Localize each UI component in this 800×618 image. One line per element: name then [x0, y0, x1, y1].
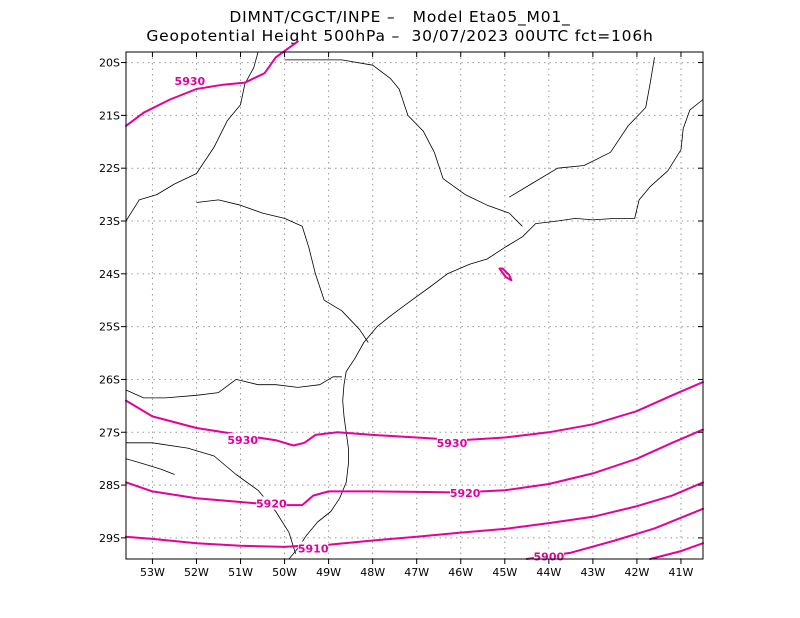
contour-line-5930-south: [125, 381, 704, 447]
coastline-border-mg-rj-es: [508, 57, 655, 198]
contour-labels: 5930 5930 5930 5920 5920 5910 5900: [174, 74, 565, 563]
axis-ticks: 53W 52W 51W 50W 49W 48W 47W 46W 45W 44W 43W 42W 41W 2…: [99, 52, 703, 579]
contour-label-background: [227, 433, 258, 447]
lat-tick-label: 20S: [99, 57, 120, 70]
contour-label: 5930: [175, 75, 206, 88]
lat-tick-label: 25S: [99, 321, 120, 334]
lon-tick-label: 48W: [360, 566, 385, 579]
lon-tick-label: 53W: [140, 566, 165, 579]
lon-tick-label: 52W: [184, 566, 209, 579]
contour-line-5910: [125, 481, 704, 548]
contour-label-background: [436, 435, 467, 449]
lon-tick-label: 41W: [669, 566, 694, 579]
lon-tick-label: 50W: [272, 566, 297, 579]
lat-tick-label: 29S: [99, 532, 120, 545]
lon-tick-label: 51W: [228, 566, 253, 579]
coastline-coast: [288, 99, 704, 560]
contour-label-background: [450, 485, 481, 499]
contour-label: 5910: [298, 542, 329, 555]
map-frame: [125, 51, 704, 560]
contour-label: 5920: [450, 487, 481, 500]
coastline-border-pr-sc: [125, 376, 342, 399]
coastline-border-ms-sp: [125, 51, 259, 222]
contour-line-5930-north: [125, 40, 299, 127]
height-contours: [125, 40, 704, 560]
coastline-border-rs-west: [125, 458, 175, 475]
coastline-border-sp-mg: [284, 59, 523, 227]
contour-label: 5900: [534, 550, 565, 563]
coastline-border-sc-rs: [126, 442, 296, 554]
contour-label-background: [256, 496, 287, 510]
lat-tick-label: 26S: [99, 373, 120, 386]
map-title-line-2: Geopotential Height 500hPa – 30/07/2023 …: [146, 27, 654, 45]
lon-tick-label: 43W: [580, 566, 605, 579]
coastlines-and-borders: [125, 51, 704, 560]
lat-tick-label: 28S: [99, 479, 120, 492]
lat-tick-label: 21S: [99, 109, 120, 122]
lon-tick-label: 42W: [624, 566, 649, 579]
graticule: [126, 52, 703, 559]
contour-label: 5930: [437, 437, 468, 450]
contour-label: 5920: [256, 498, 287, 511]
contour-label-background: [298, 541, 329, 555]
lon-tick-label: 46W: [448, 566, 473, 579]
lat-tick-label: 27S: [99, 426, 120, 439]
lon-tick-label: 47W: [404, 566, 429, 579]
lat-tick-label: 22S: [99, 162, 120, 175]
lat-tick-label: 24S: [99, 268, 120, 281]
coastline-border-pr-sp: [196, 199, 369, 343]
lon-tick-label: 49W: [316, 566, 341, 579]
contour-line-island-loop: [498, 267, 513, 282]
contour-label-background: [174, 74, 205, 88]
contour-label: 5930: [227, 434, 258, 447]
contour-line-5890: [649, 542, 704, 560]
lat-tick-label: 23S: [99, 215, 120, 228]
lon-tick-label: 45W: [492, 566, 517, 579]
map-title-line-1: DIMNT/CGCT/INPE – Model Eta05_M01_: [229, 8, 571, 26]
lon-tick-label: 44W: [536, 566, 561, 579]
contour-line-5920: [125, 428, 704, 507]
